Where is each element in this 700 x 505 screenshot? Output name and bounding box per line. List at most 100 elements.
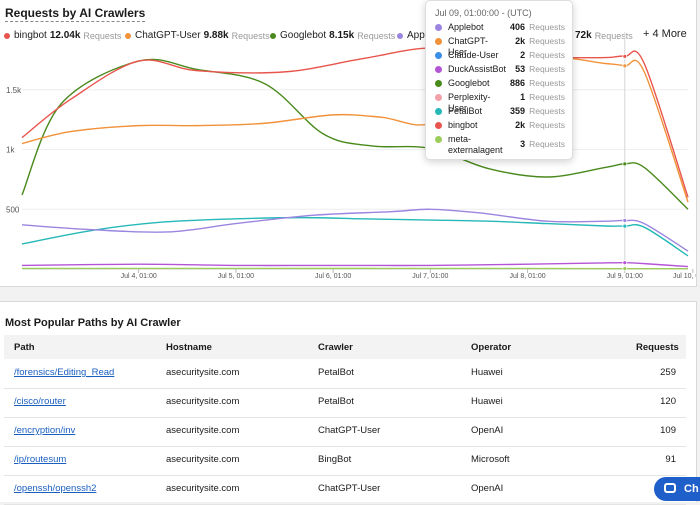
hostname-cell: asecuritysite.com xyxy=(166,483,239,494)
tooltip-swatch xyxy=(435,66,442,73)
tooltip-swatch xyxy=(435,94,442,101)
tooltip-swatch xyxy=(435,80,442,87)
tooltip-name: bingbot xyxy=(448,120,501,131)
series-line-chatgpt-user xyxy=(22,58,688,202)
operator-cell: OpenAI xyxy=(471,483,503,494)
hover-point-petalbot xyxy=(623,224,627,228)
tooltip-swatch xyxy=(435,38,442,45)
tooltip-name: Applebot xyxy=(448,22,501,33)
tooltip-header: Jul 09, 01:00:00 - (UTC) xyxy=(435,8,532,18)
hostname-cell: asecuritysite.com xyxy=(166,367,239,378)
series-line-bingbot xyxy=(22,48,688,197)
operator-cell: OpenAI xyxy=(471,425,503,436)
operator-cell: Huawei xyxy=(471,396,503,407)
operator-cell: Huawei xyxy=(471,367,503,378)
crawler-cell: ChatGPT-User xyxy=(318,425,380,436)
path-link[interactable]: /openssh/openssh2 xyxy=(14,483,96,494)
requests-cell: 109 xyxy=(660,425,676,436)
hover-point-meta-externalagent xyxy=(623,267,627,271)
path-link[interactable]: /ip/routesum xyxy=(14,454,66,465)
tooltip-swatch xyxy=(435,24,442,31)
chat-button-label: Ch xyxy=(684,483,699,495)
x-tick-label: Jul 8, 01:00 xyxy=(509,273,545,280)
table-row: /cisco/router asecuritysite.com PetalBot… xyxy=(4,388,686,418)
tooltip-value: 2k xyxy=(503,36,525,46)
tooltip-value: 1 xyxy=(503,92,525,102)
tooltip-unit: Requests xyxy=(529,92,565,102)
series-line-applebot xyxy=(22,209,688,251)
y-tick-label: 1.5k xyxy=(6,86,22,95)
tooltip-unit: Requests xyxy=(529,64,565,74)
crawler-cell: ChatGPT-User xyxy=(318,483,380,494)
tooltip-name: meta-externalagent xyxy=(448,134,503,156)
tooltip-name: Googlebot xyxy=(448,78,501,89)
x-tick-label: Jul 4, 01:00 xyxy=(121,273,157,280)
column-header-path[interactable]: Path xyxy=(14,342,35,353)
crawler-cell: BingBot xyxy=(318,454,351,465)
hover-point-bingbot xyxy=(623,54,627,58)
requests-cell: 259 xyxy=(660,367,676,378)
requests-cell: 91 xyxy=(665,454,676,465)
table-row: /encryption/inv asecuritysite.com ChatGP… xyxy=(4,417,686,447)
hostname-cell: asecuritysite.com xyxy=(166,454,239,465)
column-header-requests[interactable]: Requests xyxy=(636,342,679,353)
chat-button[interactable]: Ch xyxy=(654,477,700,501)
y-tick-label: 1k xyxy=(6,146,15,155)
tooltip-unit: Requests xyxy=(529,139,565,149)
operator-cell: Microsoft xyxy=(471,454,510,465)
hover-point-applebot xyxy=(623,218,627,222)
x-tick-label: Jul 5, 01:00 xyxy=(218,273,254,280)
tooltip-unit: Requests xyxy=(529,106,565,116)
tooltip-timestamp: Jul 09, 01:00:00 xyxy=(435,8,499,18)
chat-bubble-icon xyxy=(664,483,676,493)
x-tick-label: Jul 7, 01:00 xyxy=(412,273,448,280)
tooltip-name: PetalBot xyxy=(448,106,501,117)
tooltip-value: 3 xyxy=(505,139,526,149)
x-tick-label: Jul 9, 01:00 xyxy=(607,273,643,280)
table-row: /ip/routesum asecuritysite.com BingBot M… xyxy=(4,446,686,476)
tooltip-unit: Requests xyxy=(529,120,565,130)
tooltip-value: 2 xyxy=(503,50,525,60)
column-header-operator[interactable]: Operator xyxy=(471,342,511,353)
path-link[interactable]: /forensics/Editing_Read xyxy=(14,367,114,378)
tooltip-unit: Requests xyxy=(529,78,565,88)
series-line-duckassistbot xyxy=(22,263,688,267)
path-link[interactable]: /encryption/inv xyxy=(14,425,75,436)
tooltip-unit: Requests xyxy=(529,22,565,32)
hover-point-duckassistbot xyxy=(623,261,627,265)
column-header-crawler[interactable]: Crawler xyxy=(318,342,353,353)
table-row: /forensics/Editing_Read asecuritysite.co… xyxy=(4,359,686,389)
tooltip-timezone: - (UTC) xyxy=(502,8,532,18)
tooltip-value: 53 xyxy=(508,64,525,74)
hostname-cell: asecuritysite.com xyxy=(166,425,239,436)
path-link[interactable]: /cisco/router xyxy=(14,396,66,407)
crawler-cell: PetalBot xyxy=(318,367,354,378)
tooltip-value: 2k xyxy=(503,120,525,130)
tooltip-swatch xyxy=(435,52,442,59)
series-line-googlebot xyxy=(22,59,688,209)
tooltip-swatch xyxy=(435,136,442,143)
column-header-hostname[interactable]: Hostname xyxy=(166,342,212,353)
tooltip-value: 886 xyxy=(503,78,525,88)
tooltip-name: Claude-User xyxy=(448,50,501,61)
crawler-cell: PetalBot xyxy=(318,396,354,407)
tooltip-swatch xyxy=(435,108,442,115)
tooltip-swatch xyxy=(435,122,442,129)
tooltip-value: 406 xyxy=(503,22,525,32)
hover-point-chatgpt-user xyxy=(623,64,627,68)
x-tick-label: Jul 10, 01:00 xyxy=(673,273,696,280)
table-header: Path Hostname Crawler Operator Requests xyxy=(4,335,686,359)
tooltip-name: DuckAssistBot xyxy=(448,64,506,75)
y-tick-label: 500 xyxy=(6,205,20,214)
requests-cell: 120 xyxy=(660,396,676,407)
paths-table-card: Most Popular Paths by AI Crawler Path Ho… xyxy=(0,301,697,502)
